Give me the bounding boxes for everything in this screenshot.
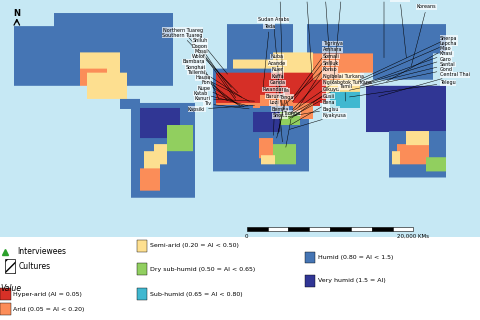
Bar	[305, 252, 315, 263]
Text: Pashtun: Pashtun	[315, 0, 335, 71]
Text: Gusii: Gusii	[289, 93, 335, 118]
Text: Telegu: Telegu	[349, 80, 456, 97]
Bar	[137, 263, 147, 275]
Text: Somali: Somali	[299, 54, 339, 107]
Text: Bemba: Bemba	[271, 107, 288, 132]
Text: Very humid (1.5 = AI): Very humid (1.5 = AI)	[318, 278, 386, 284]
Text: Southern Tuareg: Southern Tuareg	[162, 33, 238, 93]
Text: Rwandans: Rwandans	[262, 87, 288, 118]
Text: Northern Tuareg: Northern Tuareg	[163, 28, 231, 87]
Text: Cultures: Cultures	[18, 262, 50, 271]
Text: Central Thai: Central Thai	[379, 73, 470, 97]
Text: Humid (0.80 = AI < 1.5): Humid (0.80 = AI < 1.5)	[318, 255, 394, 260]
Text: Manchu: Manchu	[390, 0, 409, 58]
Text: Kapsiki: Kapsiki	[188, 105, 254, 112]
Bar	[309, 227, 330, 231]
Text: Konso: Konso	[293, 67, 337, 110]
Text: Fellahin: Fellahin	[271, 0, 289, 79]
Text: N: N	[13, 9, 20, 18]
Text: Ganda: Ganda	[269, 80, 285, 116]
Text: Lozi: Lozi	[270, 100, 279, 135]
Text: Kanuri: Kanuri	[195, 96, 254, 101]
Text: Tigrinya: Tigrinya	[295, 41, 343, 95]
Text: Fon: Fon	[202, 80, 240, 106]
Text: Tsonga: Tsonga	[284, 111, 300, 147]
Text: Ngibelai Turkana: Ngibelai Turkana	[290, 74, 364, 113]
Bar	[0, 303, 11, 315]
Text: Arid (0.05 = AI < 0.20): Arid (0.05 = AI < 0.20)	[13, 307, 85, 312]
Text: Bagisu: Bagisu	[288, 107, 339, 116]
Text: Garo: Garo	[363, 57, 452, 85]
Text: Bena: Bena	[290, 100, 335, 125]
Text: Teda: Teda	[263, 24, 275, 89]
Bar	[330, 227, 351, 231]
Text: 0: 0	[245, 234, 249, 238]
Text: Koreans: Koreans	[411, 4, 436, 66]
Text: Katab: Katab	[194, 91, 248, 106]
Text: Sindhs: Sindhs	[333, 0, 349, 81]
Text: Dogon: Dogon	[192, 44, 236, 98]
Text: Wolof: Wolof	[192, 54, 219, 99]
Text: Inner Mongolia: Inner Mongolia	[366, 0, 402, 58]
Text: Gond: Gond	[349, 67, 453, 90]
Bar	[393, 227, 413, 231]
Bar	[288, 227, 309, 231]
Text: Hausa: Hausa	[195, 75, 250, 101]
Text: Nuer: Nuer	[271, 67, 283, 105]
Bar	[372, 227, 393, 231]
Text: Semi-arid (0.20 = AI < 0.50): Semi-arid (0.20 = AI < 0.50)	[150, 244, 239, 248]
Text: Dry sub-humid (0.50 = AI < 0.65): Dry sub-humid (0.50 = AI < 0.65)	[150, 267, 255, 272]
Text: 20,000 KMs: 20,000 KMs	[397, 234, 429, 238]
Bar	[0, 288, 11, 300]
Text: Miao: Miao	[386, 46, 452, 82]
Text: Sudan Arabs: Sudan Arabs	[258, 17, 289, 91]
Text: Nyakyusa: Nyakyusa	[289, 113, 347, 129]
Text: Khasi: Khasi	[365, 52, 453, 83]
Text: Sub-humid (0.65 = AI < 0.80): Sub-humid (0.65 = AI < 0.80)	[150, 292, 243, 297]
Text: Amhara: Amhara	[292, 47, 342, 102]
Text: Nuba: Nuba	[271, 54, 284, 99]
Text: Bambara: Bambara	[183, 59, 228, 100]
Text: Ila: Ila	[278, 88, 289, 134]
Text: Nupe: Nupe	[198, 86, 244, 107]
Text: Santal: Santal	[360, 62, 456, 86]
Text: Songhai: Songhai	[185, 65, 241, 97]
Bar	[137, 288, 147, 300]
Text: Shona: Shona	[272, 113, 288, 142]
Text: Interviewees: Interviewees	[17, 247, 66, 256]
Text: Lepcha: Lepcha	[360, 41, 457, 82]
Bar	[5, 259, 15, 273]
Bar	[137, 240, 147, 252]
Text: Sherpa: Sherpa	[359, 36, 457, 80]
Text: Shiluh: Shiluh	[193, 38, 228, 74]
Text: Tamil: Tamil	[339, 84, 351, 101]
Bar	[267, 227, 288, 231]
Text: Ngikabotok Turkana: Ngikabotok Turkana	[290, 80, 372, 115]
Text: Mossi: Mossi	[194, 49, 236, 100]
Bar	[247, 227, 267, 231]
Text: Value: Value	[0, 284, 21, 293]
Text: Shilluk: Shilluk	[286, 61, 339, 103]
Text: Azande: Azande	[268, 61, 287, 109]
Text: Iran: Iran	[302, 0, 312, 74]
Text: Kaffa: Kaffa	[271, 74, 288, 107]
Bar	[305, 275, 315, 287]
Bar	[351, 227, 372, 231]
Text: Gikuyu: Gikuyu	[291, 87, 340, 118]
Text: Tonga: Tonga	[276, 95, 294, 138]
Text: Tallensi: Tallensi	[187, 70, 237, 104]
Text: Barundi: Barundi	[265, 93, 284, 120]
Text: Hyper-arid (AI = 0.05): Hyper-arid (AI = 0.05)	[13, 292, 82, 297]
Text: Tiv: Tiv	[204, 101, 249, 109]
